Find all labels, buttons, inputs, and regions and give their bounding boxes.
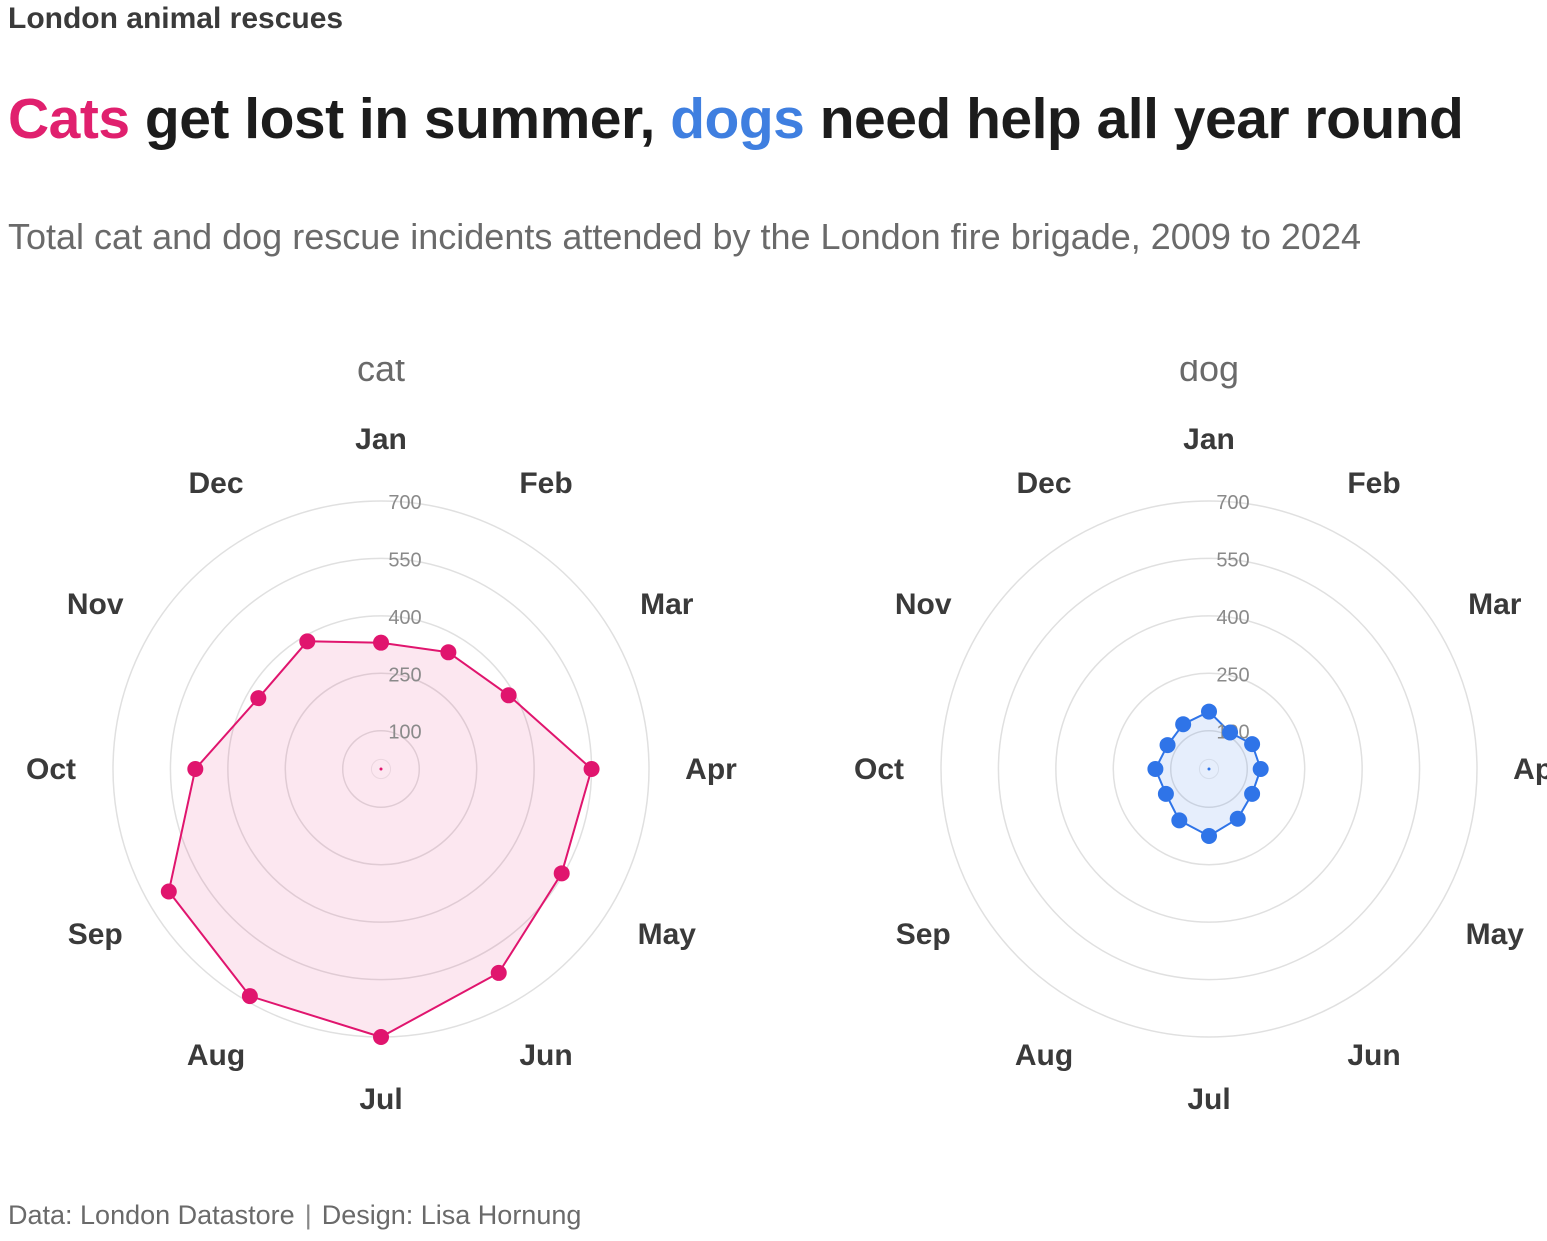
cat-point-may: [553, 865, 570, 882]
cat-grid-ring-100: [341, 729, 421, 809]
cat-point-feb: [440, 644, 457, 661]
footer: Data: London Datastore | Design: Lisa Horn…: [8, 1200, 581, 1231]
dog-month-label-feb: Feb: [1347, 467, 1400, 500]
dog-grid-ring-center: [1198, 758, 1220, 780]
dog-point-oct: [1147, 761, 1164, 777]
dog-grid-ring-250: [1112, 672, 1306, 866]
eyebrow: London animal rescues: [8, 2, 344, 35]
subtitle: Total cat and dog rescue incidents atten…: [8, 216, 1361, 257]
footer-source: Data: London Datastore: [8, 1200, 295, 1230]
dog-radial-tick-250: 250: [1216, 664, 1249, 686]
dog-grid-ring-550: [997, 557, 1421, 981]
cat-radial-tick-400: 400: [388, 607, 421, 629]
cat-radar-chart: cat 100 250 400 550 700 Jan Feb Mar Apr May Jun Jul A…: [26, 360, 737, 1116]
cat-radial-tick-100: 100: [388, 722, 421, 744]
cat-grid-ring-250: [284, 672, 478, 866]
cat-point-jan: [373, 634, 389, 651]
headline-mid: get lost in summer,: [144, 87, 655, 151]
cat-month-label-feb: Feb: [519, 467, 572, 500]
dog-month-label-aug: Aug: [1015, 1039, 1073, 1072]
dog-grid-ring-700: [940, 500, 1478, 1038]
dog-month-label-dec: Dec: [1016, 467, 1071, 500]
cat-radial-tick-550: 550: [388, 549, 421, 571]
footer-separator: |: [304, 1200, 312, 1230]
cat-point-aug: [241, 988, 258, 1005]
footer-design: Design: Lisa Hornung: [321, 1200, 582, 1230]
headline-dogs: dogs: [670, 87, 805, 151]
headline-cats: Cats: [8, 87, 130, 151]
dog-month-label-apr: Apr: [1513, 753, 1547, 786]
dog-chart-title: dog: [1179, 360, 1239, 389]
charts-area: cat 100 250 400 550 700 Jan Feb Mar Apr May Jun Jul A…: [26, 360, 1547, 1116]
dog-point-dec: [1175, 716, 1192, 733]
dog-point-jun: [1229, 810, 1246, 827]
cat-radial-tick-250: 250: [388, 664, 421, 686]
cat-grid-ring-center: [370, 758, 392, 780]
dog-month-label-jul: Jul: [1187, 1083, 1230, 1116]
cat-month-label-jun: Jun: [519, 1039, 572, 1072]
cat-month-label-mar: Mar: [640, 588, 694, 621]
dog-point-jan: [1201, 703, 1217, 720]
dog-radar-chart: dog100250400550700JanFebMarAprMayJunJulA…: [854, 360, 1547, 1116]
cat-center-dot: [379, 767, 383, 771]
dog-point-mar: [1244, 736, 1261, 753]
dog-month-label-oct: Oct: [854, 753, 904, 786]
cat-month-label-apr: Apr: [685, 753, 737, 786]
cat-month-label-jan: Jan: [355, 423, 407, 456]
cat-month-label-sep: Sep: [68, 918, 123, 951]
cat-grid-ring-400: [227, 615, 535, 923]
dog-month-label-mar: Mar: [1468, 588, 1522, 621]
cat-point-dec: [299, 633, 316, 650]
cat-point-jul: [373, 1029, 389, 1045]
headline-end: need help all year round: [819, 87, 1464, 151]
dog-point-may: [1244, 785, 1261, 802]
cat-point-mar: [500, 687, 517, 704]
cat-point-sep: [160, 883, 177, 900]
dog-month-label-jan: Jan: [1183, 423, 1235, 456]
cat-month-label-oct: Oct: [26, 753, 76, 786]
dog-point-aug: [1171, 812, 1188, 829]
dog-center-dot: [1207, 767, 1211, 771]
cat-month-label-aug: Aug: [187, 1039, 245, 1072]
cat-month-label-nov: Nov: [67, 588, 124, 621]
dog-radial-tick-550: 550: [1216, 549, 1249, 571]
cat-point-nov: [250, 690, 267, 707]
cat-point-apr: [583, 761, 600, 777]
cat-month-label-may: May: [638, 918, 697, 951]
cat-month-label-dec: Dec: [188, 467, 243, 500]
cat-series-area: [167, 640, 593, 1038]
cat-chart-title: cat: [357, 360, 405, 389]
dog-point-jul: [1201, 828, 1217, 844]
cat-point-oct: [187, 761, 204, 777]
headline: Cats get lost in summer, dogs need help …: [8, 86, 1464, 152]
dog-point-sep: [1157, 785, 1174, 802]
dog-radial-tick-700: 700: [1216, 492, 1249, 514]
cat-month-label-jul: Jul: [359, 1083, 402, 1116]
dog-month-label-jun: Jun: [1347, 1039, 1400, 1072]
dog-month-label-may: May: [1466, 918, 1525, 951]
dog-point-nov: [1159, 737, 1176, 754]
dog-point-feb: [1222, 724, 1239, 741]
dog-grid-ring-100: [1169, 729, 1249, 809]
cat-point-jun: [490, 964, 507, 981]
dog-radial-tick-400: 400: [1216, 607, 1249, 629]
cat-radial-tick-700: 700: [388, 492, 421, 514]
dog-grid-ring-400: [1055, 615, 1363, 923]
dog-month-label-sep: Sep: [896, 918, 951, 951]
dog-point-apr: [1252, 761, 1269, 777]
dog-month-label-nov: Nov: [895, 588, 952, 621]
